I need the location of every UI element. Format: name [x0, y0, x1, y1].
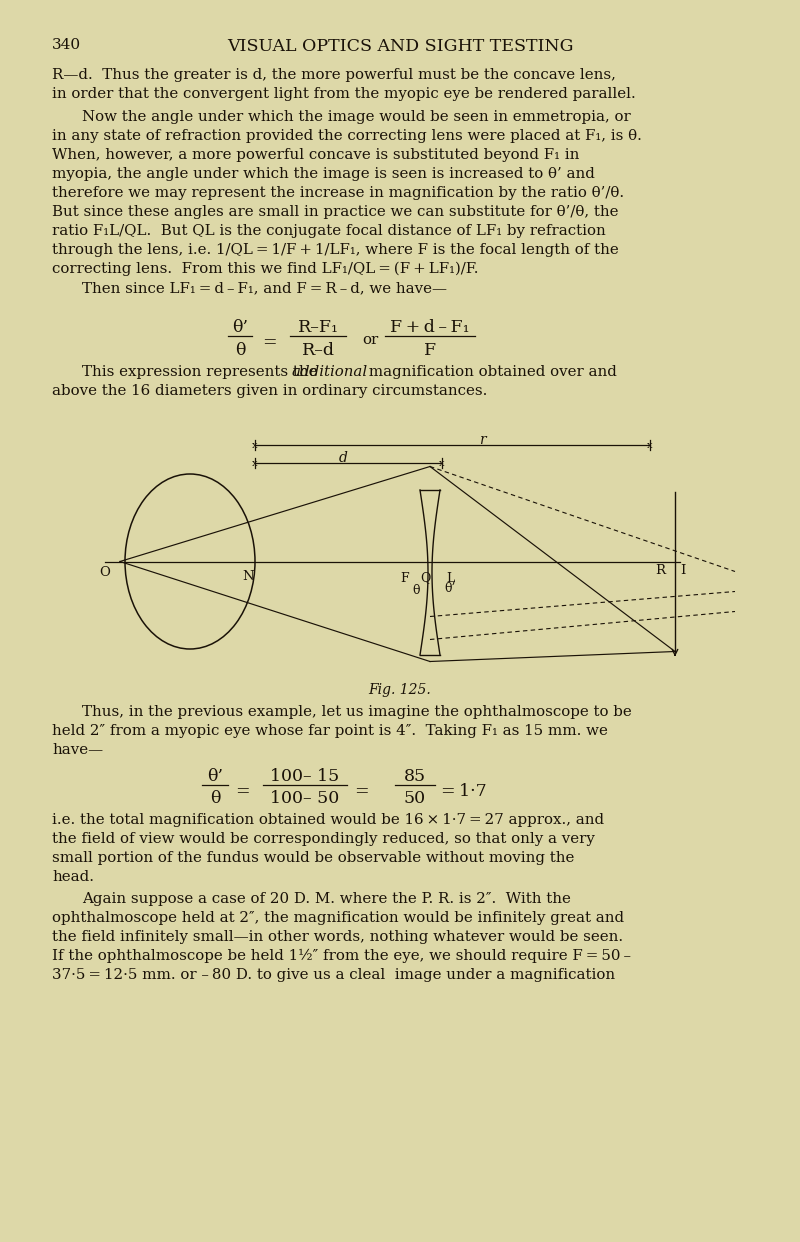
Text: ophthalmoscope held at 2″, the magnification would be infinitely great and: ophthalmoscope held at 2″, the magnifica…	[52, 910, 624, 925]
Text: =: =	[262, 334, 277, 351]
Text: through the lens, i.e. 1/QL = 1/F + 1/LF₁, where F is the focal length of the: through the lens, i.e. 1/QL = 1/F + 1/LF…	[52, 243, 618, 257]
Text: VISUAL OPTICS AND SIGHT TESTING: VISUAL OPTICS AND SIGHT TESTING	[226, 39, 574, 55]
Text: Q: Q	[420, 571, 430, 585]
Text: myopia, the angle under which the image is seen is increased to θ’ and: myopia, the angle under which the image …	[52, 166, 595, 181]
Text: 340: 340	[52, 39, 81, 52]
Text: x: x	[439, 458, 445, 467]
Text: 85: 85	[404, 768, 426, 785]
Text: Again suppose a case of 20 D. M. where the P. R. is 2″.  With the: Again suppose a case of 20 D. M. where t…	[82, 892, 571, 905]
Text: This expression represents the: This expression represents the	[82, 365, 322, 379]
Text: But since these angles are small in practice we can substitute for θ’/θ, the: But since these angles are small in prac…	[52, 205, 618, 219]
Text: θ’: θ’	[444, 581, 455, 595]
Text: =: =	[235, 782, 250, 800]
Text: x: x	[647, 441, 653, 450]
Text: i.e. the total magnification obtained would be 16 × 1·7 = 27 approx., and: i.e. the total magnification obtained wo…	[52, 814, 604, 827]
Text: small portion of the fundus would be observable without moving the: small portion of the fundus would be obs…	[52, 851, 574, 864]
Text: F: F	[401, 571, 410, 585]
Text: in any state of refraction provided the correcting lens were placed at F₁, is θ.: in any state of refraction provided the …	[52, 129, 642, 143]
Text: R—d.  Thus the greater is d, the more powerful must be the concave lens,: R—d. Thus the greater is d, the more pow…	[52, 68, 616, 82]
Text: θ’: θ’	[232, 319, 248, 337]
Text: in order that the convergent light from the myopic eye be rendered parallel.: in order that the convergent light from …	[52, 87, 636, 101]
Text: have—: have—	[52, 743, 103, 758]
Text: θ: θ	[234, 342, 246, 359]
Text: L: L	[446, 571, 454, 585]
Text: N: N	[242, 570, 254, 582]
Text: When, however, a more powerful concave is substituted beyond F₁ in: When, however, a more powerful concave i…	[52, 148, 579, 161]
Text: or: or	[362, 333, 378, 347]
Text: θ: θ	[412, 584, 419, 596]
Text: Fig. 125.: Fig. 125.	[369, 683, 431, 697]
Text: Thus, in the previous example, let us imagine the ophthalmoscope to be: Thus, in the previous example, let us im…	[82, 705, 632, 719]
Text: F + d – F₁: F + d – F₁	[390, 319, 470, 337]
Text: I: I	[680, 565, 686, 578]
Text: R: R	[655, 565, 665, 578]
Text: head.: head.	[52, 869, 94, 884]
Text: therefore we may represent the increase in magnification by the ratio θ’/θ.: therefore we may represent the increase …	[52, 186, 624, 200]
Text: ratio F₁L/QL.  But QL is the conjugate focal distance of LF₁ by refraction: ratio F₁L/QL. But QL is the conjugate fo…	[52, 224, 606, 238]
Text: R–d: R–d	[302, 342, 334, 359]
Text: Now the angle under which the image would be seen in emmetropia, or: Now the angle under which the image woul…	[82, 111, 630, 124]
Text: θ’: θ’	[207, 768, 223, 785]
Text: O: O	[99, 566, 110, 580]
Text: R–F₁: R–F₁	[298, 319, 338, 337]
Text: 50: 50	[404, 790, 426, 807]
Text: magnification obtained over and: magnification obtained over and	[364, 365, 617, 379]
Text: 100– 15: 100– 15	[270, 768, 340, 785]
Text: additional: additional	[292, 365, 368, 379]
Text: d: d	[339, 451, 348, 465]
Text: the field infinitely small—in other words, nothing whatever would be seen.: the field infinitely small—in other word…	[52, 930, 623, 944]
Text: held 2″ from a myopic eye whose far point is 4″.  Taking F₁ as 15 mm. we: held 2″ from a myopic eye whose far poin…	[52, 724, 608, 738]
Text: 100– 50: 100– 50	[270, 790, 340, 807]
Text: = 1·7: = 1·7	[441, 782, 486, 800]
Text: 37·5 = 12·5 mm. or – 80 D. to give us a cleal  image under a magnification: 37·5 = 12·5 mm. or – 80 D. to give us a …	[52, 968, 615, 982]
Text: If the ophthalmoscope be held 1½″ from the eye, we should require F = 50 –: If the ophthalmoscope be held 1½″ from t…	[52, 949, 631, 964]
Text: the field of view would be correspondingly reduced, so that only a very: the field of view would be corresponding…	[52, 832, 595, 846]
Text: x: x	[252, 441, 258, 450]
Text: x: x	[252, 458, 258, 467]
Text: correcting lens.  From this we find LF₁/QL = (F + LF₁)/F.: correcting lens. From this we find LF₁/Q…	[52, 262, 478, 277]
Text: Then since LF₁ = d – F₁, and F = R – d, we have—: Then since LF₁ = d – F₁, and F = R – d, …	[82, 281, 447, 296]
Text: above the 16 diameters given in ordinary circumstances.: above the 16 diameters given in ordinary…	[52, 384, 487, 397]
Text: r: r	[479, 433, 486, 447]
Text: θ: θ	[210, 790, 220, 807]
Text: =: =	[354, 782, 369, 800]
Text: F: F	[424, 342, 436, 359]
